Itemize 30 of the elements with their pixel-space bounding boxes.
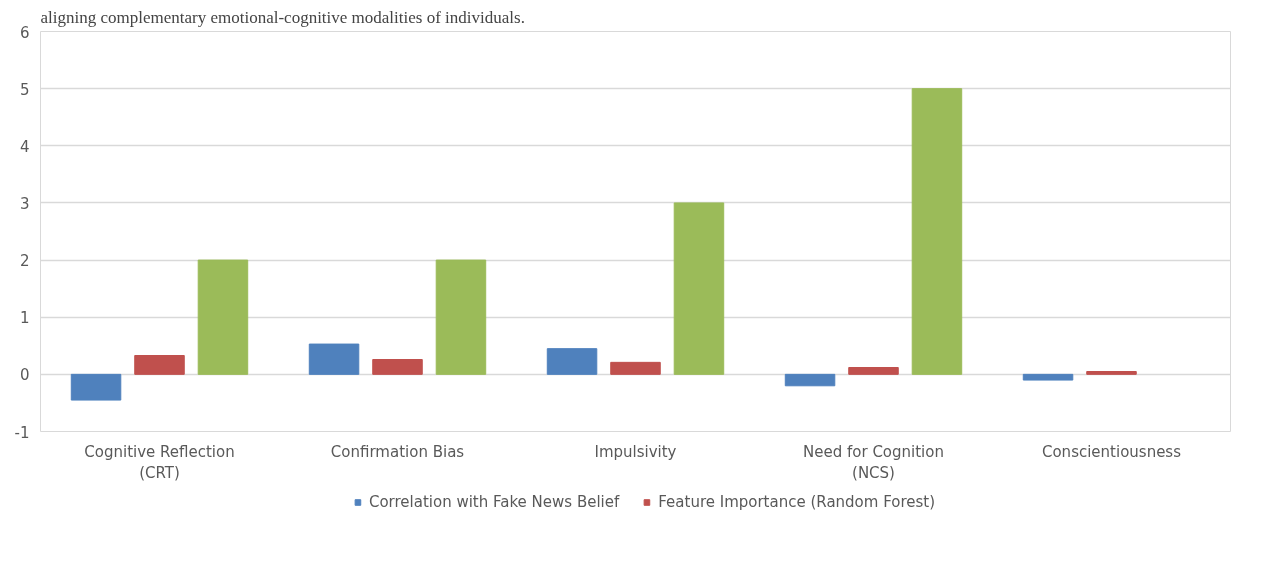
bar [610, 361, 661, 375]
bar [435, 259, 487, 375]
bar [372, 359, 423, 375]
bar [70, 373, 122, 401]
legend-label: Feature Importance (Random Forest) [658, 493, 936, 511]
bar [784, 373, 836, 387]
x-tick-label: Confirmation Bias [330, 442, 465, 461]
bar [134, 355, 185, 375]
y-tick-label: -1 [14, 423, 30, 442]
x-tick-label: Cognitive Reflection (CRT) [84, 442, 235, 483]
bar [848, 367, 899, 375]
y-tick-label: 5 [19, 80, 30, 99]
x-tick-label: Need for Cognition (NCS) [803, 442, 944, 483]
y-tick-label: 2 [19, 252, 30, 271]
y-tick-label: 1 [19, 309, 30, 328]
y-tick-label: 3 [19, 194, 30, 213]
y-tick-label: 0 [19, 366, 30, 385]
bar [673, 202, 725, 375]
x-tick-label: Impulsivity [594, 442, 677, 461]
bar [546, 348, 598, 375]
text: aligning complementary emotional-cognitive modalities of individuals. [40, 7, 525, 27]
bar [911, 88, 963, 375]
bar [308, 343, 360, 375]
y-tick-label: 4 [19, 137, 30, 156]
legend-label: Correlation with Fake News Belief [368, 493, 620, 511]
bar [197, 259, 249, 375]
y-tick-label: 6 [19, 23, 30, 42]
x-tick-label: Conscientiousness [1041, 442, 1182, 461]
bar [1022, 373, 1074, 381]
bar [1086, 371, 1137, 375]
